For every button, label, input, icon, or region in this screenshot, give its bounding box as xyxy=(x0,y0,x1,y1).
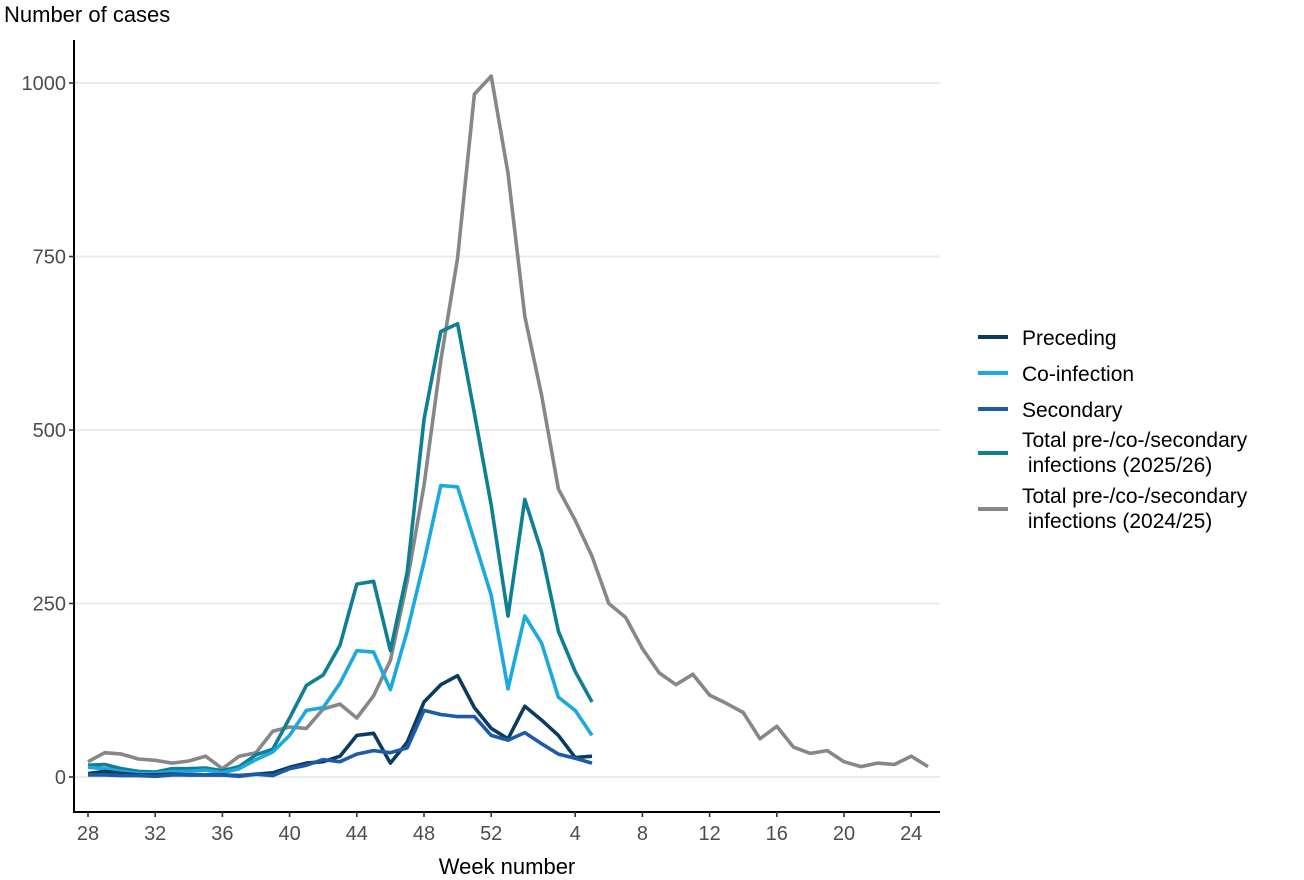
legend-item: Total pre-/co-/secondary infections (202… xyxy=(978,485,1248,533)
series-line-3 xyxy=(88,708,593,779)
y-tick-label: 1000 xyxy=(22,73,67,95)
legend-label: Total pre-/co-/secondary infections (202… xyxy=(1022,485,1248,533)
y-axis-title: Number of cases xyxy=(4,2,170,27)
legend-label: Preceding xyxy=(1022,327,1117,350)
legend: Preceding Co-infection Secondary Total pre-… xyxy=(978,327,1248,533)
x-tick-label: 48 xyxy=(413,823,435,845)
series-layer xyxy=(87,74,929,779)
y-tick-label: 750 xyxy=(33,247,66,269)
x-tick-label: 28 xyxy=(77,823,99,845)
series-line-2 xyxy=(87,483,594,776)
x-tick-label: 4 xyxy=(570,823,581,845)
x-axis-title: Week number xyxy=(439,854,576,879)
legend-label: Total pre-/co-/secondary infections (202… xyxy=(1022,429,1248,477)
y-tick-label: 500 xyxy=(33,420,66,442)
x-tick-label: 8 xyxy=(637,823,648,845)
x-tick-label: 20 xyxy=(833,823,855,845)
x-tick-label: 40 xyxy=(278,823,300,845)
legend-item: Total pre-/co-/secondary infections (202… xyxy=(978,429,1248,477)
x-tick-labels: 28 32 36 40 44 48 52 4 8 12 16 20 24 xyxy=(77,812,922,845)
x-tick-label: 52 xyxy=(480,823,502,845)
x-tick-label: 24 xyxy=(900,823,922,845)
x-tick-label: 16 xyxy=(766,823,788,845)
x-tick-label: 44 xyxy=(346,823,368,845)
series-line-5 xyxy=(87,74,929,771)
y-tick-labels: 0 250 500 750 1000 xyxy=(22,73,74,789)
grid-layer xyxy=(75,82,940,778)
legend-label: Co-infection xyxy=(1022,363,1134,386)
x-tick-label: 32 xyxy=(144,823,166,845)
legend-item: Co-infection xyxy=(978,363,1134,386)
legend-item: Secondary xyxy=(978,399,1123,422)
y-tick-label: 0 xyxy=(55,767,66,789)
legend-item: Preceding xyxy=(978,327,1117,350)
series-line-4 xyxy=(87,321,594,774)
legend-label: Secondary xyxy=(1022,399,1123,422)
x-tick-label: 12 xyxy=(698,823,720,845)
axes-layer xyxy=(73,40,940,813)
y-tick-label: 250 xyxy=(33,594,66,616)
x-tick-label: 36 xyxy=(211,823,233,845)
